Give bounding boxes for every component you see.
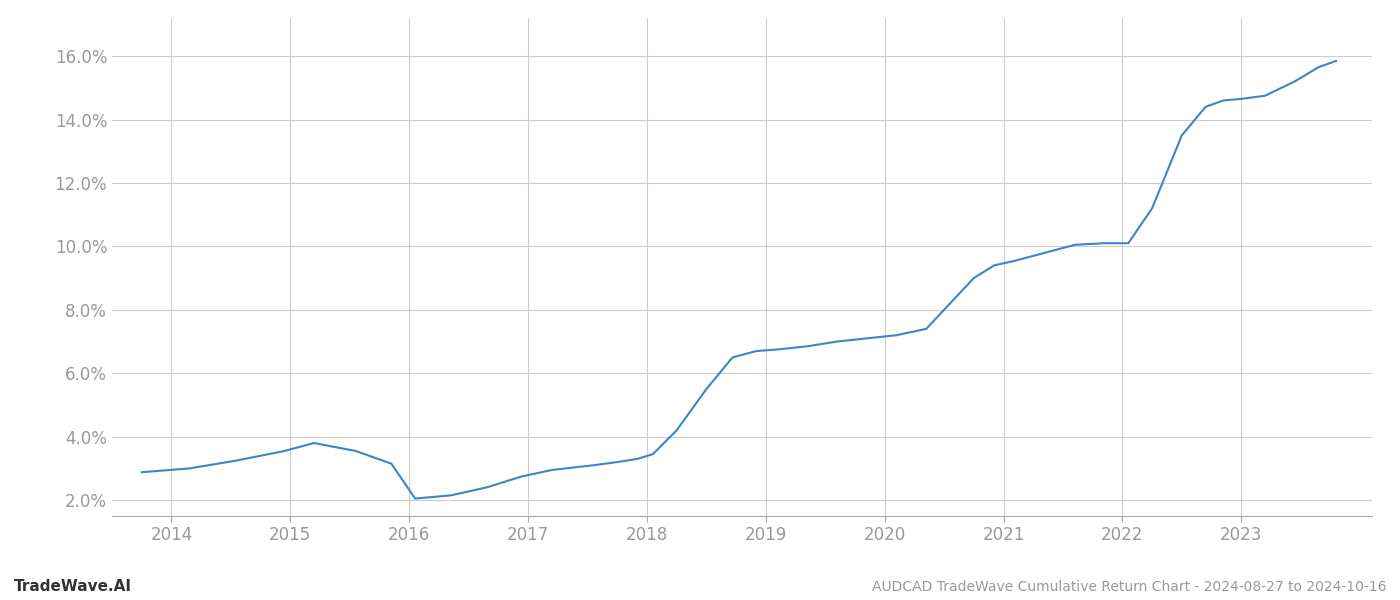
Text: AUDCAD TradeWave Cumulative Return Chart - 2024-08-27 to 2024-10-16: AUDCAD TradeWave Cumulative Return Chart… — [871, 580, 1386, 594]
Text: TradeWave.AI: TradeWave.AI — [14, 579, 132, 594]
